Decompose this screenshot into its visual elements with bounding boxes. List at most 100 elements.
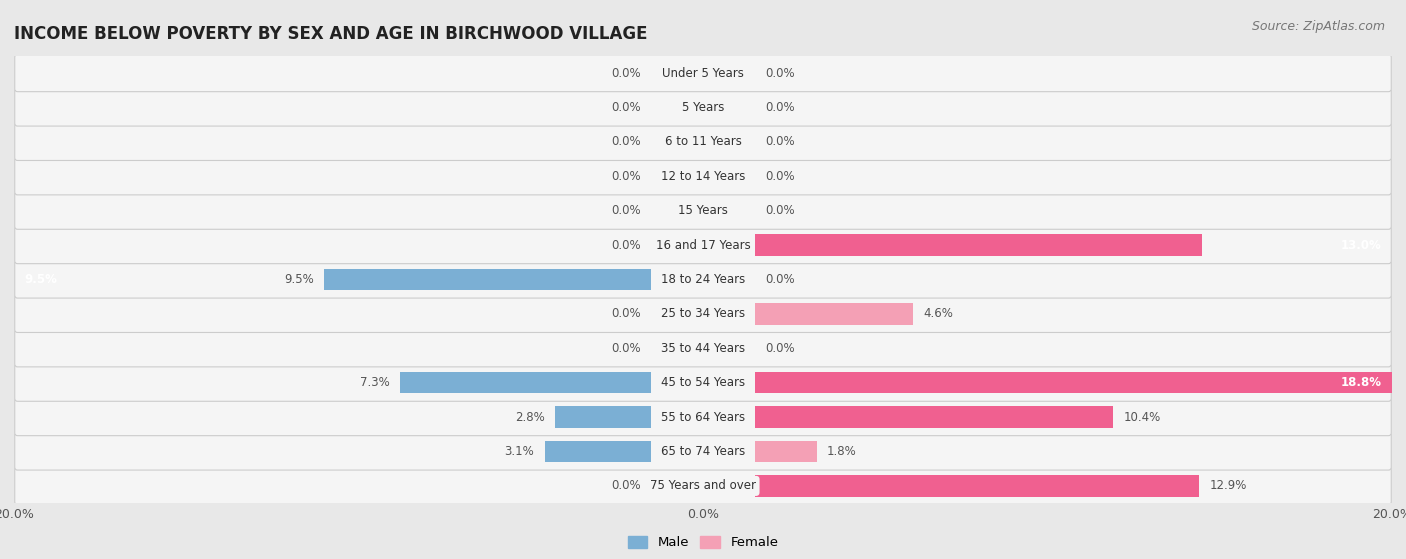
Text: 0.0%: 0.0% [612, 135, 641, 148]
Bar [651, 475, 703, 496]
FancyBboxPatch shape [14, 124, 1392, 160]
Text: 0.0%: 0.0% [612, 480, 641, 492]
Bar [703, 200, 755, 221]
Text: 25 to 34 Years: 25 to 34 Years [661, 307, 745, 320]
Bar [651, 131, 703, 153]
Text: 0.0%: 0.0% [612, 204, 641, 217]
Text: 18.8%: 18.8% [1340, 376, 1382, 389]
Text: 65 to 74 Years: 65 to 74 Years [661, 445, 745, 458]
Legend: Male, Female: Male, Female [623, 530, 783, 555]
Bar [703, 234, 1202, 256]
Bar [703, 165, 755, 187]
Text: 75 Years and over: 75 Years and over [650, 480, 756, 492]
Text: 0.0%: 0.0% [612, 67, 641, 79]
Bar [703, 165, 755, 187]
Text: Under 5 Years: Under 5 Years [662, 67, 744, 79]
Text: 9.5%: 9.5% [24, 273, 58, 286]
FancyBboxPatch shape [14, 192, 1392, 229]
Bar [651, 200, 703, 221]
Text: 2.8%: 2.8% [515, 411, 544, 424]
Text: 0.0%: 0.0% [765, 204, 794, 217]
Text: 16 and 17 Years: 16 and 17 Years [655, 239, 751, 252]
Bar [703, 269, 755, 290]
Bar [651, 200, 703, 221]
Text: 0.0%: 0.0% [612, 342, 641, 355]
FancyBboxPatch shape [14, 55, 1392, 92]
Bar [703, 63, 755, 84]
Text: 45 to 54 Years: 45 to 54 Years [661, 376, 745, 389]
FancyBboxPatch shape [14, 158, 1392, 195]
Text: 13.0%: 13.0% [1341, 239, 1382, 252]
Bar [703, 372, 1402, 394]
Text: 0.0%: 0.0% [612, 307, 641, 320]
Text: 1.8%: 1.8% [827, 445, 856, 458]
Text: 0.0%: 0.0% [765, 170, 794, 183]
FancyBboxPatch shape [14, 330, 1392, 367]
Text: 0.0%: 0.0% [765, 273, 794, 286]
Text: 3.1%: 3.1% [505, 445, 534, 458]
Bar [651, 63, 703, 84]
Bar [703, 97, 755, 118]
Text: 5 Years: 5 Years [682, 101, 724, 114]
Bar [703, 372, 755, 394]
FancyBboxPatch shape [14, 226, 1392, 264]
Bar [651, 165, 703, 187]
Bar [703, 441, 755, 462]
Bar [703, 303, 755, 325]
Bar [703, 338, 755, 359]
Bar [703, 475, 755, 496]
Bar [651, 372, 703, 394]
Bar [651, 63, 703, 84]
Bar [651, 338, 703, 359]
Bar [651, 97, 703, 118]
Text: 7.3%: 7.3% [360, 376, 389, 389]
Bar [703, 200, 755, 221]
Text: 55 to 64 Years: 55 to 64 Years [661, 411, 745, 424]
Bar [703, 269, 755, 290]
Text: 6 to 11 Years: 6 to 11 Years [665, 135, 741, 148]
Bar [703, 406, 755, 428]
Bar [651, 269, 703, 290]
Bar [651, 303, 703, 325]
FancyBboxPatch shape [14, 399, 1392, 435]
FancyBboxPatch shape [14, 261, 1392, 298]
FancyBboxPatch shape [14, 295, 1392, 333]
Bar [651, 234, 703, 256]
Text: 0.0%: 0.0% [765, 342, 794, 355]
Bar [651, 131, 703, 153]
Bar [703, 441, 817, 462]
Bar [703, 234, 755, 256]
Text: 0.0%: 0.0% [612, 239, 641, 252]
Text: 12.9%: 12.9% [1209, 480, 1247, 492]
Text: 4.6%: 4.6% [924, 307, 953, 320]
FancyBboxPatch shape [14, 467, 1392, 504]
Text: 12 to 14 Years: 12 to 14 Years [661, 170, 745, 183]
Text: 10.4%: 10.4% [1123, 411, 1160, 424]
Text: 0.0%: 0.0% [765, 135, 794, 148]
Text: INCOME BELOW POVERTY BY SEX AND AGE IN BIRCHWOOD VILLAGE: INCOME BELOW POVERTY BY SEX AND AGE IN B… [14, 25, 648, 43]
Bar [703, 97, 755, 118]
Bar [651, 475, 703, 496]
Bar [555, 406, 703, 428]
Bar [651, 303, 703, 325]
Bar [323, 269, 703, 290]
Bar [703, 338, 755, 359]
FancyBboxPatch shape [14, 89, 1392, 126]
Bar [651, 406, 703, 428]
Bar [703, 475, 1199, 496]
Bar [703, 131, 755, 153]
Bar [651, 165, 703, 187]
Text: 35 to 44 Years: 35 to 44 Years [661, 342, 745, 355]
Bar [703, 303, 912, 325]
Bar [651, 441, 703, 462]
Text: 15 Years: 15 Years [678, 204, 728, 217]
FancyBboxPatch shape [14, 364, 1392, 401]
FancyBboxPatch shape [14, 433, 1392, 470]
Bar [544, 441, 703, 462]
Text: 0.0%: 0.0% [765, 101, 794, 114]
Bar [703, 406, 1114, 428]
Bar [651, 338, 703, 359]
Text: 18 to 24 Years: 18 to 24 Years [661, 273, 745, 286]
Bar [651, 234, 703, 256]
Bar [703, 63, 755, 84]
